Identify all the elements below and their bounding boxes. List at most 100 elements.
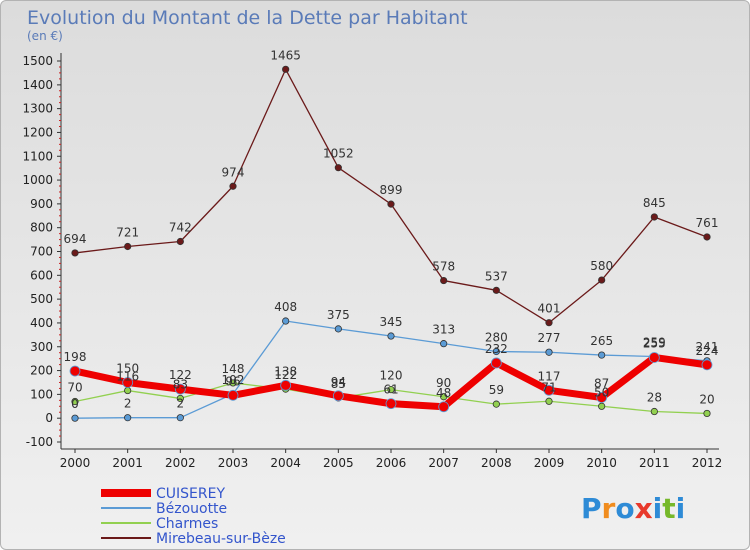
data-point-charmes	[229, 379, 237, 387]
data-label-cuiserey: 198	[64, 350, 87, 364]
logo-letter: P	[581, 492, 602, 525]
data-point-b-zouotte	[176, 414, 184, 422]
data-point-mirebeau-sur-b-ze	[71, 249, 79, 257]
data-point-charmes	[176, 394, 184, 403]
chart-title: Evolution du Montant de la Dette par Hab…	[27, 7, 468, 29]
data-label-charmes: 83	[173, 377, 188, 391]
data-point-cuiserey	[227, 389, 239, 401]
data-label-mirebeau-sur-b-ze: 694	[64, 232, 87, 246]
data-point-charmes	[492, 400, 500, 408]
data-point-cuiserey	[174, 383, 186, 395]
data-label-b-zouotte: 265	[590, 334, 613, 348]
y-tick-label: 500	[30, 292, 53, 306]
data-point-mirebeau-sur-b-ze	[229, 182, 237, 190]
data-point-mirebeau-sur-b-ze	[545, 319, 553, 327]
data-point-cuiserey	[385, 398, 397, 410]
data-label-mirebeau-sur-b-ze: 537	[485, 269, 508, 283]
proxiti-logo: Proxiti	[581, 492, 685, 525]
data-label-mirebeau-sur-b-ze: 742	[169, 220, 192, 234]
logo-letter: i	[676, 492, 686, 525]
data-label-b-zouotte: 280	[485, 331, 508, 345]
data-label-charmes: 120	[380, 369, 403, 383]
y-tick-label: 400	[30, 316, 53, 330]
data-label-cuiserey: 232	[485, 342, 508, 356]
data-point-charmes	[598, 402, 606, 410]
data-point-b-zouotte	[282, 317, 290, 325]
y-tick-label: 0	[45, 411, 53, 425]
x-tick-label: 2005	[323, 456, 354, 470]
data-label-b-zouotte: 277	[538, 331, 561, 345]
data-label-b-zouotte: 375	[327, 308, 350, 322]
data-label-b-zouotte: 408	[274, 300, 297, 314]
y-tick-label: 200	[30, 364, 53, 378]
data-point-charmes	[650, 407, 658, 416]
data-point-b-zouotte	[71, 414, 79, 422]
x-tick-label: 2001	[112, 456, 143, 470]
data-point-mirebeau-sur-b-ze	[440, 276, 448, 285]
data-point-b-zouotte	[545, 348, 553, 356]
data-label-b-zouotte: 345	[380, 315, 403, 329]
data-point-charmes	[387, 386, 395, 394]
data-label-mirebeau-sur-b-ze: 761	[696, 216, 719, 230]
chart-subtitle: (en €)	[27, 29, 63, 43]
data-label-charmes: 71	[541, 380, 556, 394]
data-label-cuiserey: 48	[436, 386, 451, 400]
data-label-cuiserey: 150	[116, 361, 139, 375]
data-point-b-zouotte	[334, 325, 342, 333]
legend-label-charmes: Charmes	[156, 516, 218, 532]
plot-area: 694 721 742 974 1465 1052 899 578 537 401 580 845 76…	[64, 48, 719, 422]
data-label-mirebeau-sur-b-ze: 845	[643, 196, 666, 210]
data-point-charmes	[545, 397, 553, 405]
data-label-b-zouotte: 102	[222, 373, 245, 387]
x-tick-label: 2004	[270, 456, 301, 470]
data-label-cuiserey: 61	[383, 383, 398, 397]
y-tick-label: 1000	[22, 173, 53, 187]
data-point-cuiserey	[438, 401, 450, 413]
data-label-b-zouotte: 2	[124, 397, 132, 411]
y-tick-label: 1100	[22, 149, 53, 163]
x-tick-label: 2011	[639, 456, 670, 470]
data-label-charmes: 148	[222, 362, 245, 376]
legend-label-cuiserey: CUISEREY	[156, 486, 225, 502]
data-label-mirebeau-sur-b-ze: 578	[432, 260, 455, 274]
logo-letter: t	[662, 492, 675, 525]
data-label-charmes: 59	[489, 383, 504, 397]
y-tick-label: 1200	[22, 125, 53, 139]
axes: -100010020030040050060070080090010001100…	[22, 53, 722, 470]
data-label-cuiserey: 117	[538, 369, 561, 383]
data-label-mirebeau-sur-b-ze: 721	[116, 225, 139, 239]
y-tick-label: 1400	[22, 78, 53, 92]
x-tick-label: 2006	[376, 456, 407, 470]
data-point-mirebeau-sur-b-ze	[334, 164, 342, 172]
x-tick-label: 2012	[692, 456, 723, 470]
data-point-mirebeau-sur-b-ze	[492, 286, 500, 294]
data-point-mirebeau-sur-b-ze	[176, 237, 184, 246]
data-label-charmes: 85	[331, 377, 346, 391]
data-point-cuiserey	[69, 365, 81, 377]
y-tick-label: 700	[30, 245, 53, 259]
logo-text: Proxiti	[581, 492, 685, 525]
data-point-b-zouotte	[387, 332, 395, 340]
data-point-b-zouotte	[124, 414, 132, 422]
logo-letter: i	[653, 492, 663, 525]
data-label-mirebeau-sur-b-ze: 401	[538, 302, 561, 316]
data-point-cuiserey	[280, 379, 292, 391]
data-label-b-zouotte: 2	[177, 397, 185, 411]
x-tick-label: 2000	[60, 456, 91, 470]
data-label-cuiserey: 96	[225, 374, 240, 388]
data-label-charmes: 90	[436, 376, 451, 390]
data-point-b-zouotte	[440, 340, 448, 348]
data-point-mirebeau-sur-b-ze	[703, 233, 711, 241]
data-label-charmes: 20	[699, 392, 714, 406]
y-tick-label: 600	[30, 268, 53, 282]
data-point-b-zouotte	[492, 347, 500, 356]
data-point-mirebeau-sur-b-ze	[387, 200, 395, 208]
data-label-cuiserey: 94	[331, 375, 346, 389]
data-label-b-zouotte: 241	[696, 340, 719, 354]
data-point-mirebeau-sur-b-ze	[282, 65, 290, 73]
data-point-cuiserey	[596, 392, 608, 403]
data-label-charmes: 116	[116, 370, 139, 384]
data-label-charmes: 70	[67, 381, 82, 395]
data-label-b-zouotte: 259	[643, 336, 666, 350]
